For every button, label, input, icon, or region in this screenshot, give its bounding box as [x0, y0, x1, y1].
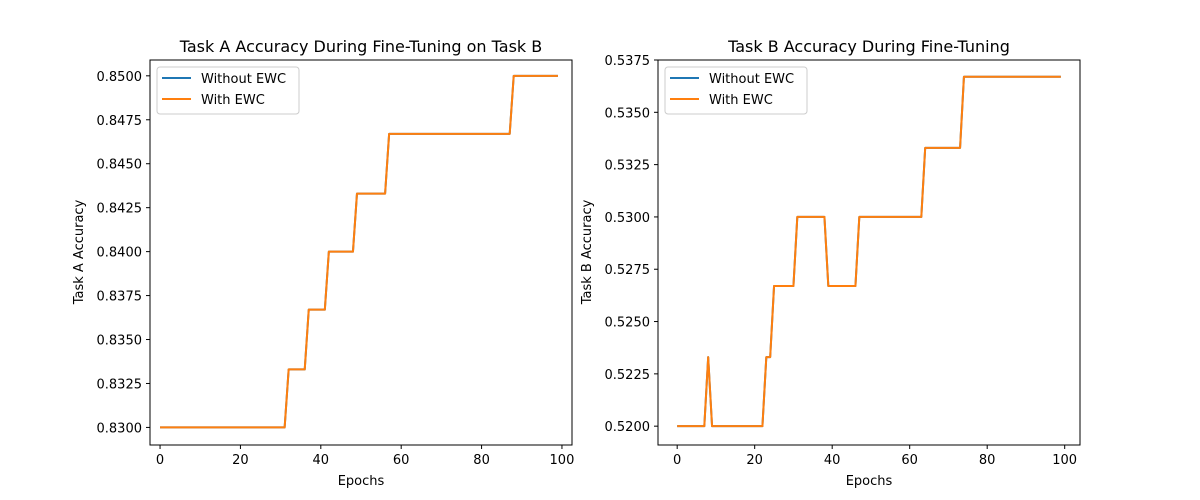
x-axis-label: Epochs [846, 474, 893, 489]
task-a-accuracy-chart: Task A Accuracy During Fine-Tuning on Ta… [72, 37, 574, 489]
legend-label-with-ewc: With EWC [201, 93, 265, 108]
y-tick-label: 0.8375 [97, 290, 143, 305]
chart-title: Task B Accuracy During Fine-Tuning [727, 37, 1010, 56]
legend-label-without-ewc: Without EWC [201, 72, 286, 87]
x-tick-label: 80 [979, 453, 996, 468]
legend-box [156, 66, 300, 115]
y-tick-label: 0.8500 [97, 70, 143, 85]
x-tick-label: 100 [1052, 453, 1077, 468]
y-tick-label: 0.5250 [605, 316, 651, 331]
axis-ticks: 0 20 40 60 80 100 0.8300 0.8325 0.8350 0.8375 0.84… [97, 70, 575, 468]
x-tick-label: 60 [901, 453, 918, 468]
x-tick-label: 60 [393, 453, 410, 468]
y-tick-label: 0.8425 [97, 202, 143, 217]
x-axis-label: Epochs [338, 474, 385, 489]
legend-box [664, 66, 808, 115]
y-tick-label: 0.8450 [97, 158, 143, 173]
y-axis-label: Task B Accuracy [580, 199, 595, 305]
y-tick-label: 0.8475 [97, 114, 143, 129]
x-tick-label: 0 [673, 453, 681, 468]
x-tick-label: 40 [313, 453, 330, 468]
y-tick-label: 0.5325 [605, 159, 651, 174]
y-tick-label: 0.5300 [605, 211, 651, 226]
task-b-accuracy-chart: Task B Accuracy During Fine-Tuning Epoch… [580, 37, 1081, 489]
plot-frame [657, 59, 1081, 446]
y-tick-label: 0.5350 [605, 106, 651, 121]
series-lines [677, 75, 1061, 428]
x-tick-label: 20 [746, 453, 763, 468]
y-tick-label: 0.8350 [97, 334, 143, 349]
y-tick-label: 0.5275 [605, 263, 651, 278]
legend-label-without-ewc: Without EWC [709, 72, 794, 87]
x-tick-label: 0 [156, 453, 164, 468]
x-tick-label: 20 [232, 453, 249, 468]
y-tick-label: 0.5375 [605, 54, 651, 69]
series-line-with-ewc [677, 75, 1061, 428]
y-tick-label: 0.8400 [97, 246, 143, 261]
series-line-with-ewc [160, 74, 558, 429]
legend: Without EWC With EWC [156, 66, 300, 115]
plot-frame [149, 59, 573, 446]
x-tick-label: 100 [550, 453, 575, 468]
x-tick-label: 80 [473, 453, 490, 468]
x-tick-label: 40 [824, 453, 841, 468]
y-axis-label: Task A Accuracy [72, 199, 87, 305]
legend-label-with-ewc: With EWC [709, 93, 773, 108]
legend: Without EWC With EWC [664, 66, 808, 115]
y-tick-label: 0.8325 [97, 377, 143, 392]
series-lines [160, 74, 558, 429]
y-tick-label: 0.5200 [605, 420, 651, 435]
chart-title: Task A Accuracy During Fine-Tuning on Ta… [179, 37, 542, 56]
y-tick-label: 0.5225 [605, 368, 651, 383]
y-tick-label: 0.8300 [97, 421, 143, 436]
axis-ticks: 0 20 40 60 80 100 0.5200 0.5225 0.5250 0.5275 0.53… [605, 54, 1078, 468]
